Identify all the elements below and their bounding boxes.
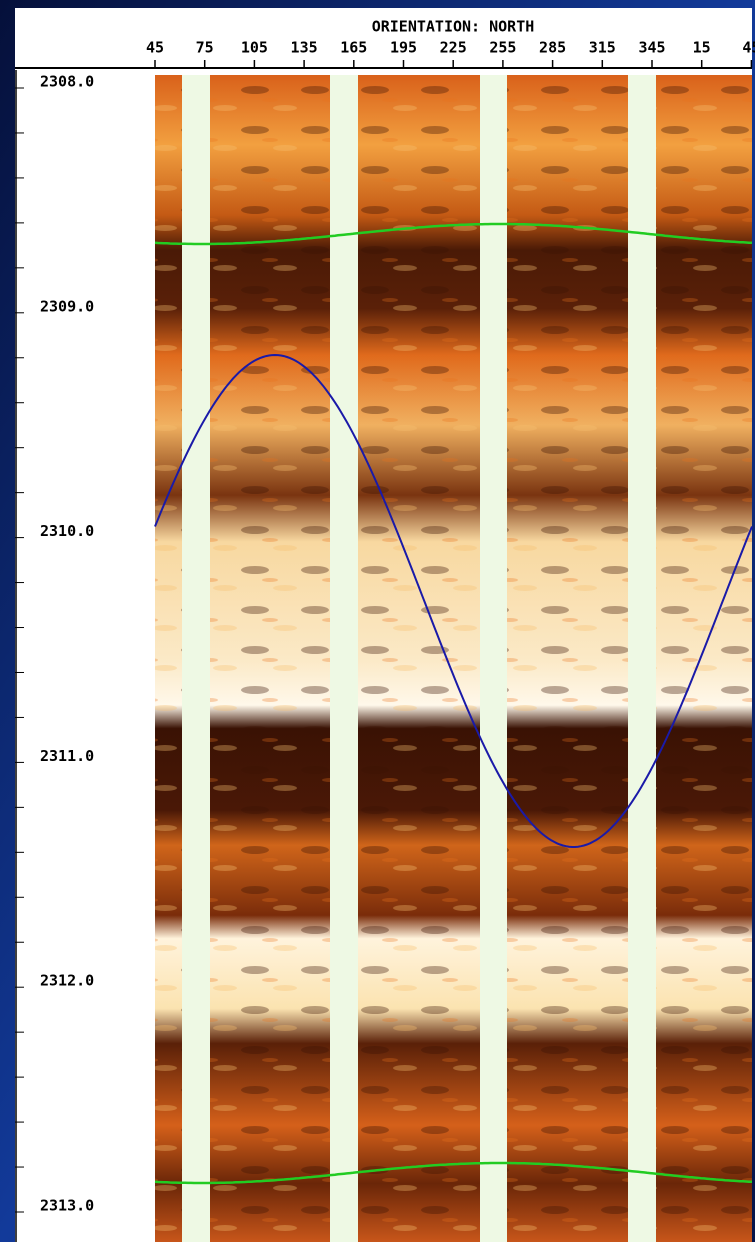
image-texture [155, 75, 752, 1242]
depth-label: 2311.0 [40, 747, 94, 765]
pad-gap [628, 75, 656, 1242]
azimuth-label: 105 [241, 39, 268, 57]
azimuth-label: 15 [693, 39, 711, 57]
azimuth-label: 225 [440, 39, 467, 57]
azimuth-label: 135 [291, 39, 318, 57]
pad-gap [480, 75, 507, 1242]
azimuth-label: 45 [742, 39, 755, 57]
header-title: ORIENTATION: NORTH [372, 18, 535, 36]
azimuth-label: 315 [589, 39, 616, 57]
log-view: ORIENTATION: NORTH 45 75 105 135 165 195 225 25… [0, 0, 755, 1242]
azimuth-label: 345 [638, 39, 665, 57]
depth-label: 2313.0 [40, 1197, 94, 1215]
pad-gap [182, 75, 210, 1242]
azimuth-label: 45 [146, 39, 164, 57]
depth-label: 2312.0 [40, 972, 94, 990]
azimuth-label: 285 [539, 39, 566, 57]
depth-label: 2309.0 [40, 297, 94, 315]
depth-label: 2308.0 [40, 73, 94, 91]
azimuth-label: 195 [390, 39, 417, 57]
pad-gap [330, 75, 358, 1242]
azimuth-label: 255 [489, 39, 516, 57]
azimuth-label: 75 [196, 39, 214, 57]
depth-label: 2310.0 [40, 522, 94, 540]
azimuth-label: 165 [340, 39, 367, 57]
